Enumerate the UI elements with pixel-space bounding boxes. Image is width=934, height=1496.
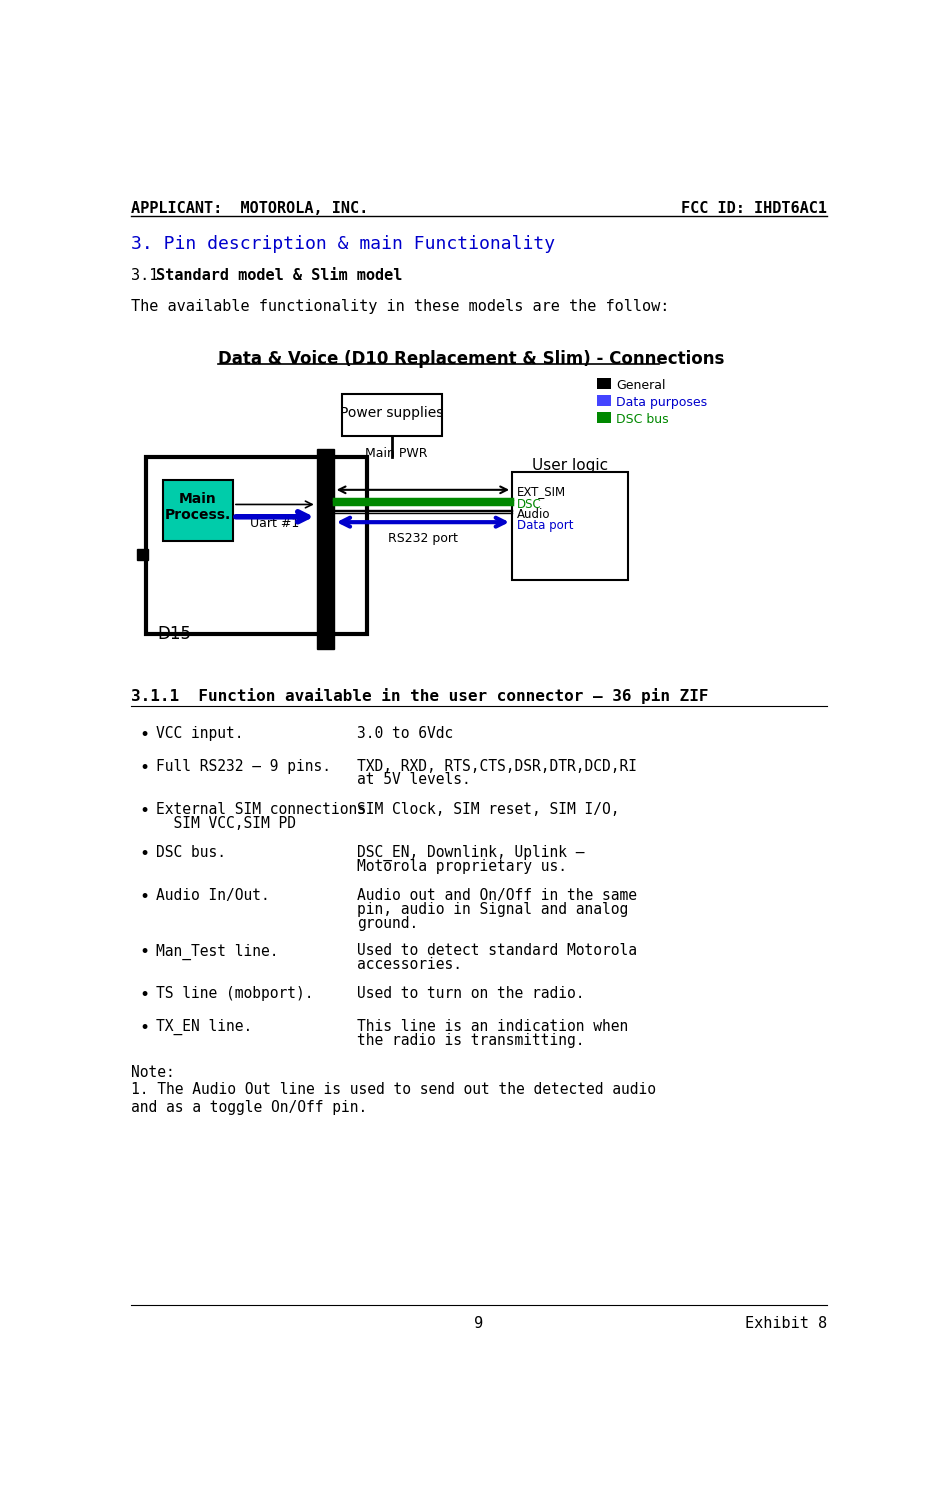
Text: TX_EN line.: TX_EN line. [155, 1019, 252, 1035]
Text: Used to detect standard Motorola: Used to detect standard Motorola [357, 944, 637, 959]
Text: •: • [140, 845, 149, 863]
Text: the radio is transmitting.: the radio is transmitting. [357, 1032, 585, 1047]
Text: Motorola proprietary us.: Motorola proprietary us. [357, 859, 567, 874]
Text: 3. Pin description & main Functionality: 3. Pin description & main Functionality [131, 235, 555, 253]
Text: Data purposes: Data purposes [616, 396, 707, 408]
Text: 9: 9 [474, 1316, 483, 1331]
Text: Main PWR: Main PWR [365, 447, 427, 461]
Text: accessories.: accessories. [357, 957, 462, 972]
Text: Used to turn on the radio.: Used to turn on the radio. [357, 986, 585, 1001]
Text: Main
Process.: Main Process. [165, 492, 232, 522]
Text: DSC bus.: DSC bus. [155, 845, 225, 860]
Text: User logic: User logic [532, 458, 608, 473]
Text: EXT_SIM: EXT_SIM [517, 485, 566, 498]
Text: •: • [140, 889, 149, 907]
Text: ground.: ground. [357, 916, 418, 931]
Bar [342, 393, 443, 435]
Text: Audio In/Out.: Audio In/Out. [155, 889, 269, 904]
Text: pin, audio in Signal and analog: pin, audio in Signal and analog [357, 902, 629, 917]
Text: RS232 port: RS232 port [388, 533, 458, 545]
Text: SIM VCC,SIM PD: SIM VCC,SIM PD [155, 815, 295, 830]
Text: at 5V levels.: at 5V levels. [357, 772, 471, 787]
Text: TS line (mobport).: TS line (mobport). [155, 986, 313, 1001]
Text: VCC input.: VCC input. [155, 726, 243, 741]
Text: General: General [616, 378, 665, 392]
Text: TXD, RXD, RTS,CTS,DSR,DTR,DCD,RI: TXD, RXD, RTS,CTS,DSR,DTR,DCD,RI [357, 758, 637, 773]
Text: Note:
1. The Audio Out line is used to send out the detected audio
and as a togg: Note: 1. The Audio Out line is used to s… [131, 1065, 656, 1115]
Text: DSC: DSC [517, 498, 542, 510]
Bar [597, 395, 611, 405]
Bar [512, 473, 629, 580]
Text: •: • [140, 944, 149, 962]
Text: Data port: Data port [517, 519, 573, 533]
Text: Full RS232 – 9 pins.: Full RS232 – 9 pins. [155, 758, 331, 773]
Text: 3.1.1  Function available in the user connector – 36 pin ZIF: 3.1.1 Function available in the user con… [131, 688, 708, 703]
Text: Man_Test line.: Man_Test line. [155, 944, 278, 959]
Text: Power supplies: Power supplies [340, 407, 444, 420]
Bar [597, 378, 611, 389]
Text: •: • [140, 1019, 149, 1037]
Text: Data & Voice (D10 Replacement & Slim) - Connections: Data & Voice (D10 Replacement & Slim) - … [218, 350, 724, 368]
Text: 3.1: 3.1 [131, 268, 167, 283]
Bar [163, 480, 233, 542]
Bar [597, 411, 611, 423]
Text: •: • [140, 726, 149, 744]
Text: The available functionality in these models are the follow:: The available functionality in these mod… [131, 299, 669, 314]
Bar [137, 549, 148, 560]
Bar [147, 456, 367, 634]
Text: •: • [140, 802, 149, 820]
Text: •: • [140, 758, 149, 776]
Text: SIM Clock, SIM reset, SIM I/O,: SIM Clock, SIM reset, SIM I/O, [357, 802, 619, 817]
Text: Audio: Audio [517, 509, 550, 521]
Text: FCC ID: IHDT6AC1: FCC ID: IHDT6AC1 [681, 200, 827, 215]
Text: Audio out and On/Off in the same: Audio out and On/Off in the same [357, 889, 637, 904]
Bar [317, 449, 333, 649]
Text: This line is an indication when: This line is an indication when [357, 1019, 629, 1034]
Text: Standard model & Slim model: Standard model & Slim model [155, 268, 402, 283]
Text: DSC bus: DSC bus [616, 413, 669, 426]
Text: 3.0 to 6Vdc: 3.0 to 6Vdc [357, 726, 453, 741]
Text: DSC_EN, Downlink, Uplink –: DSC_EN, Downlink, Uplink – [357, 845, 585, 862]
Text: Exhibit 8: Exhibit 8 [744, 1316, 827, 1331]
Text: APPLICANT:  MOTOROLA, INC.: APPLICANT: MOTOROLA, INC. [131, 200, 368, 215]
Text: External SIM connections.: External SIM connections. [155, 802, 375, 817]
Text: •: • [140, 986, 149, 1004]
Text: Uart #1: Uart #1 [250, 516, 300, 530]
Text: D15: D15 [157, 625, 191, 643]
